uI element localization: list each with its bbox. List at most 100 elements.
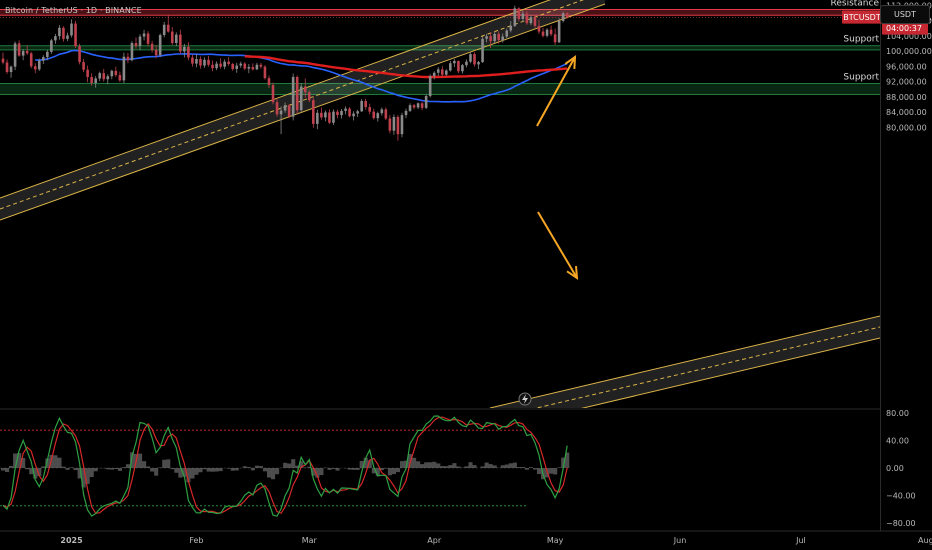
candle-body — [303, 86, 307, 93]
osc-histogram-bar — [492, 465, 497, 468]
osc-histogram-bar — [311, 468, 316, 476]
candle-body — [183, 46, 186, 52]
osc-histogram-bar — [383, 468, 388, 469]
candle — [553, 28, 557, 45]
osc-histogram-bar — [416, 461, 421, 468]
candle-body — [376, 113, 380, 119]
osc-histogram-bar — [105, 468, 110, 470]
arrow-up — [536, 54, 577, 127]
candle — [481, 36, 484, 63]
candle-body — [517, 8, 521, 20]
osc-histogram-bar — [387, 468, 392, 476]
osc-histogram-bar — [206, 468, 211, 472]
candle — [179, 29, 182, 55]
candle — [138, 34, 142, 51]
candle — [17, 40, 21, 57]
osc-histogram-bar — [9, 465, 14, 468]
candle-body — [33, 66, 37, 70]
candle-body — [5, 62, 9, 73]
osc-histogram-bar — [549, 468, 554, 474]
arrow-down-head — [566, 265, 579, 280]
candle — [501, 33, 505, 43]
candle-body — [509, 25, 513, 31]
candle-body — [134, 43, 138, 47]
osc-histogram-bar — [45, 458, 50, 468]
osc-histogram-bar — [412, 457, 417, 468]
osc-histogram-bar — [125, 464, 131, 468]
osc-histogram-bar — [424, 462, 429, 468]
time-tick-label: Jul — [795, 536, 806, 545]
price-badge-countdown: 04:00:37 — [886, 24, 922, 33]
candle-body — [191, 57, 194, 64]
osc-histogram-bar — [33, 468, 38, 479]
osc-histogram-bar — [162, 459, 167, 468]
arrow-up-shaft — [536, 56, 576, 127]
candle — [344, 106, 347, 115]
resistance-zone-lower — [0, 9, 880, 16]
candle-body — [187, 46, 190, 58]
osc-histogram-bar — [561, 457, 566, 468]
candle — [86, 65, 89, 83]
osc-histogram-bar — [138, 453, 143, 468]
osc-histogram-bar — [158, 467, 163, 468]
candle — [158, 33, 162, 58]
candle-body — [179, 34, 182, 52]
candle — [50, 38, 53, 54]
osc-histogram-bar — [420, 464, 425, 468]
candle — [267, 75, 271, 89]
candle-body — [199, 59, 202, 66]
candle — [372, 108, 376, 120]
candle-body — [46, 51, 49, 58]
candle-body — [356, 111, 359, 114]
osc-histogram-bar — [452, 463, 457, 468]
candle-body — [533, 17, 537, 26]
candle — [90, 73, 93, 86]
candle-body — [267, 78, 271, 85]
candle-body — [58, 27, 61, 37]
candle — [517, 7, 521, 22]
osc-histogram-bar — [375, 468, 380, 476]
osc-histogram-bar — [5, 468, 10, 473]
osc-histogram-bar — [81, 468, 86, 488]
candle-body — [481, 38, 484, 63]
osc-histogram-bar — [218, 468, 223, 472]
candle — [307, 90, 311, 103]
osc-histogram-bar — [242, 466, 247, 468]
candle — [505, 28, 509, 39]
candle — [360, 99, 363, 113]
osc-histogram-bar — [327, 468, 332, 470]
osc-histogram-bar — [307, 466, 312, 468]
candle-body — [259, 64, 263, 67]
candle — [1, 52, 5, 65]
osc-histogram-bar — [287, 463, 292, 468]
candle-body — [473, 54, 476, 65]
candle — [529, 14, 533, 26]
candle-body — [461, 65, 464, 72]
osc-histogram-bar — [520, 467, 525, 468]
candle-body — [380, 109, 384, 114]
osc-histogram-bar — [178, 468, 183, 478]
candle-body — [388, 118, 392, 131]
candle-body — [489, 36, 492, 42]
candle — [82, 59, 85, 73]
candle — [521, 10, 525, 22]
candle-body — [545, 29, 549, 36]
candle-body — [170, 31, 174, 44]
candle-body — [110, 70, 114, 77]
currency-button[interactable]: USDT — [880, 5, 930, 24]
candle-body — [501, 36, 505, 40]
osc-histogram-bar — [516, 467, 521, 468]
candle-body — [412, 105, 416, 108]
candles[interactable] — [1, 5, 569, 141]
osc-histogram-bar — [77, 468, 82, 479]
osc-histogram-bar — [202, 468, 207, 470]
lightning-icon-bolt — [522, 394, 528, 404]
candle — [154, 45, 158, 59]
osc-histogram-bar — [532, 468, 538, 470]
candle-body — [82, 62, 85, 70]
candle-body — [465, 61, 468, 66]
candle-body — [453, 60, 456, 64]
price-tick-label: 92,000.00 — [886, 78, 927, 87]
candle-body — [324, 112, 327, 118]
